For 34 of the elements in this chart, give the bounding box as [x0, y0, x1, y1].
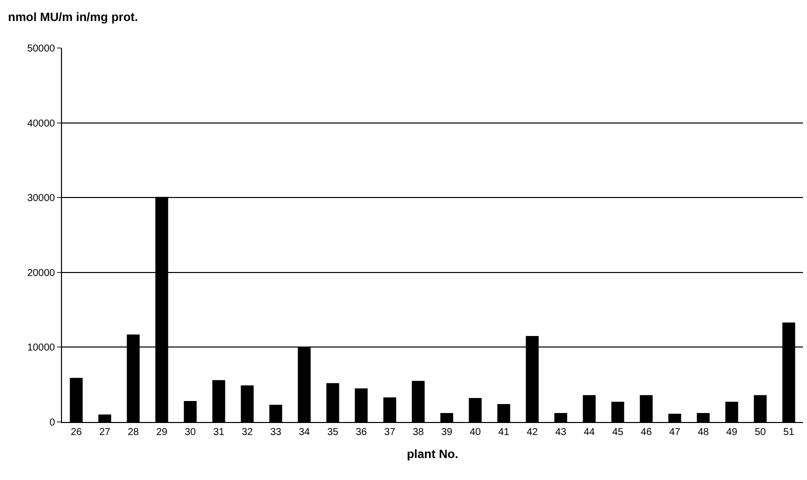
x-tick-label: 49	[726, 427, 738, 438]
x-tick-label: 26	[70, 427, 82, 438]
x-tick-label: 40	[470, 427, 482, 438]
x-tick-label: 39	[441, 427, 453, 438]
x-tick-label: 38	[412, 427, 424, 438]
x-tick-label: 32	[242, 427, 254, 438]
x-tick-label: 46	[640, 427, 652, 438]
x-tick-label: 41	[498, 427, 510, 438]
x-tick-label: 30	[184, 427, 196, 438]
x-tick-label: 37	[384, 427, 396, 438]
x-axis-title: plant No.	[406, 446, 458, 461]
y-axis-title: nmol MU/m in/mg prot.	[8, 10, 138, 24]
y-tick-label: 40000	[27, 118, 56, 130]
y-tick-label: 20000	[27, 268, 56, 279]
x-tick-label: 34	[298, 427, 310, 438]
y-tick-label: 50000	[27, 44, 56, 54]
y-tick-label: 30000	[27, 193, 56, 204]
x-tick-label: 29	[156, 427, 168, 438]
x-tick-label: 35	[327, 427, 339, 438]
x-tick-label: 48	[698, 427, 710, 438]
x-tick-label: 51	[783, 427, 795, 438]
y-tick-label: 10000	[27, 342, 56, 354]
y-tick-label: 0	[49, 418, 56, 428]
x-tick-label: 44	[584, 427, 596, 438]
x-tick-label: 50	[754, 427, 766, 438]
x-tick-label: 31	[213, 427, 225, 438]
x-tick-label: 36	[356, 427, 368, 438]
x-tick-label: 47	[669, 427, 681, 438]
x-tick-label: 45	[612, 427, 624, 438]
x-tick-label: 27	[99, 427, 111, 438]
x-tick-label: 33	[270, 427, 282, 438]
x-tick-label: 28	[128, 427, 140, 438]
x-tick-label: 43	[555, 427, 567, 438]
x-tick-label: 42	[526, 427, 538, 438]
